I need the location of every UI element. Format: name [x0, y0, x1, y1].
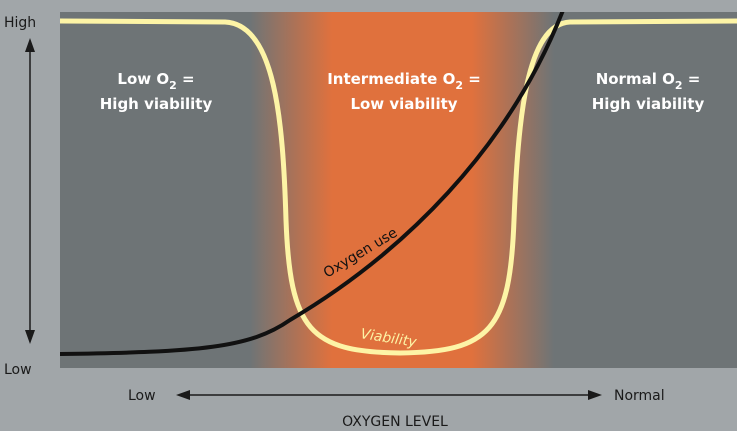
x-axis-low-label: Low [128, 388, 156, 404]
y-axis-low-label: Low [4, 362, 32, 378]
region-normal-line1: Normal O2 = [596, 70, 701, 92]
region-low-line2: High viability [100, 95, 213, 113]
x-axis-arrow [176, 390, 602, 400]
region-label-low: Low O2 = High viability [100, 70, 213, 113]
x-axis-title: OXYGEN LEVEL [342, 414, 448, 430]
region-label-normal: Normal O2 = High viability [592, 70, 705, 113]
y-axis-high-label: High [4, 15, 36, 31]
region-intermediate-line2: Low viability [350, 95, 457, 113]
oxygen-use-curve [60, 12, 565, 356]
viability-curve [60, 18, 737, 356]
region-normal-line2: High viability [592, 95, 705, 113]
x-axis-normal-label: Normal [614, 388, 665, 404]
region-intermediate-line1: Intermediate O2 = [327, 70, 481, 92]
region-label-intermediate: Intermediate O2 = Low viability [327, 70, 481, 113]
region-low-line1: Low O2 = [117, 70, 194, 92]
y-axis-arrow [25, 38, 35, 344]
